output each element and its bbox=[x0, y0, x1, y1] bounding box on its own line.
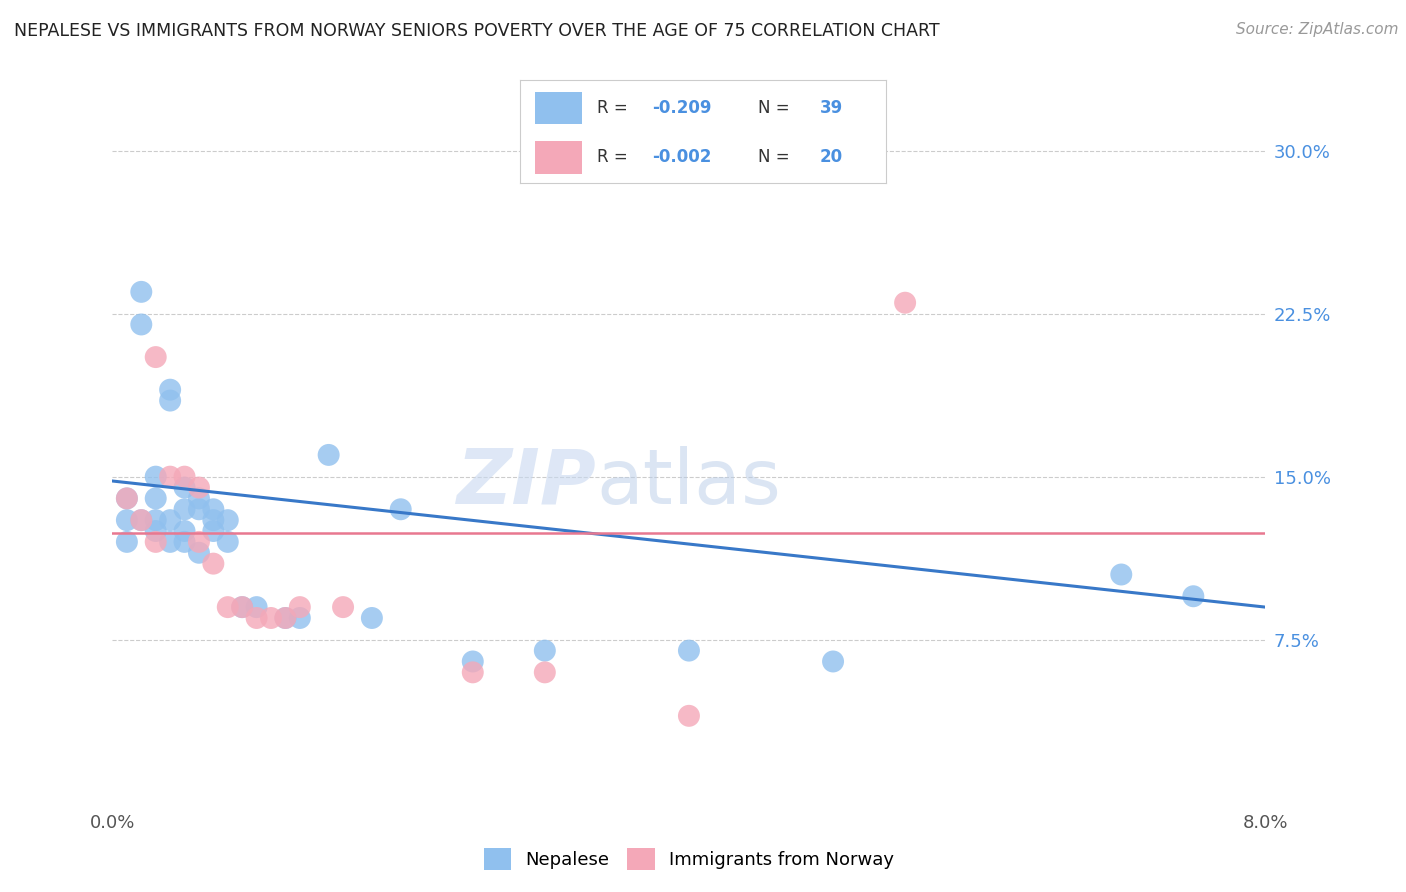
Text: ZIP: ZIP bbox=[457, 446, 596, 520]
Point bbox=[1182, 589, 1205, 603]
Point bbox=[245, 611, 267, 625]
Point bbox=[173, 502, 195, 516]
Point bbox=[260, 611, 283, 625]
Bar bbox=[534, 92, 582, 124]
Legend: Nepalese, Immigrants from Norway: Nepalese, Immigrants from Norway bbox=[477, 841, 901, 877]
Point bbox=[145, 513, 167, 527]
Point bbox=[145, 350, 167, 364]
Text: N =: N = bbox=[758, 148, 794, 166]
Point bbox=[188, 535, 211, 549]
Point bbox=[159, 535, 181, 549]
Point bbox=[159, 383, 181, 397]
Point bbox=[533, 643, 555, 657]
Point bbox=[129, 513, 153, 527]
Point bbox=[332, 600, 354, 615]
Point bbox=[129, 285, 153, 299]
Point bbox=[231, 600, 253, 615]
Point bbox=[202, 524, 225, 538]
Point bbox=[217, 600, 239, 615]
Point bbox=[360, 611, 382, 625]
Text: 20: 20 bbox=[820, 148, 844, 166]
Point bbox=[821, 655, 844, 669]
Point bbox=[288, 611, 311, 625]
Text: Source: ZipAtlas.com: Source: ZipAtlas.com bbox=[1236, 22, 1399, 37]
Point bbox=[173, 535, 195, 549]
Point bbox=[288, 600, 311, 615]
Point bbox=[115, 513, 138, 527]
Point bbox=[533, 665, 555, 680]
Point bbox=[129, 318, 153, 332]
Point bbox=[274, 611, 297, 625]
Point bbox=[678, 708, 700, 723]
Point bbox=[461, 665, 484, 680]
Point bbox=[159, 513, 181, 527]
Point bbox=[159, 393, 181, 408]
Point bbox=[188, 491, 211, 506]
Point bbox=[188, 481, 211, 495]
Text: -0.209: -0.209 bbox=[652, 99, 711, 117]
Point bbox=[129, 513, 153, 527]
Point bbox=[145, 469, 167, 483]
Point bbox=[115, 491, 138, 506]
Point bbox=[115, 535, 138, 549]
Point bbox=[202, 557, 225, 571]
Text: -0.002: -0.002 bbox=[652, 148, 711, 166]
Point bbox=[678, 643, 700, 657]
Text: 39: 39 bbox=[820, 99, 844, 117]
Point bbox=[202, 502, 225, 516]
Point bbox=[115, 491, 138, 506]
Text: atlas: atlas bbox=[596, 446, 782, 520]
Point bbox=[389, 502, 412, 516]
Text: R =: R = bbox=[598, 148, 633, 166]
Point bbox=[245, 600, 267, 615]
Point bbox=[274, 611, 297, 625]
Text: NEPALESE VS IMMIGRANTS FROM NORWAY SENIORS POVERTY OVER THE AGE OF 75 CORRELATIO: NEPALESE VS IMMIGRANTS FROM NORWAY SENIO… bbox=[14, 22, 939, 40]
Point bbox=[173, 524, 195, 538]
Point bbox=[145, 524, 167, 538]
Point bbox=[202, 513, 225, 527]
Point bbox=[145, 491, 167, 506]
Text: R =: R = bbox=[598, 99, 633, 117]
Point bbox=[173, 469, 195, 483]
Point bbox=[173, 481, 195, 495]
Point bbox=[159, 469, 181, 483]
Point bbox=[188, 502, 211, 516]
Point bbox=[231, 600, 253, 615]
Point bbox=[894, 295, 917, 310]
Point bbox=[1111, 567, 1133, 582]
Point bbox=[188, 546, 211, 560]
Bar bbox=[534, 141, 582, 174]
Point bbox=[145, 535, 167, 549]
Text: N =: N = bbox=[758, 99, 794, 117]
Point bbox=[318, 448, 340, 462]
Point bbox=[461, 655, 484, 669]
Point bbox=[217, 535, 239, 549]
Point bbox=[217, 513, 239, 527]
